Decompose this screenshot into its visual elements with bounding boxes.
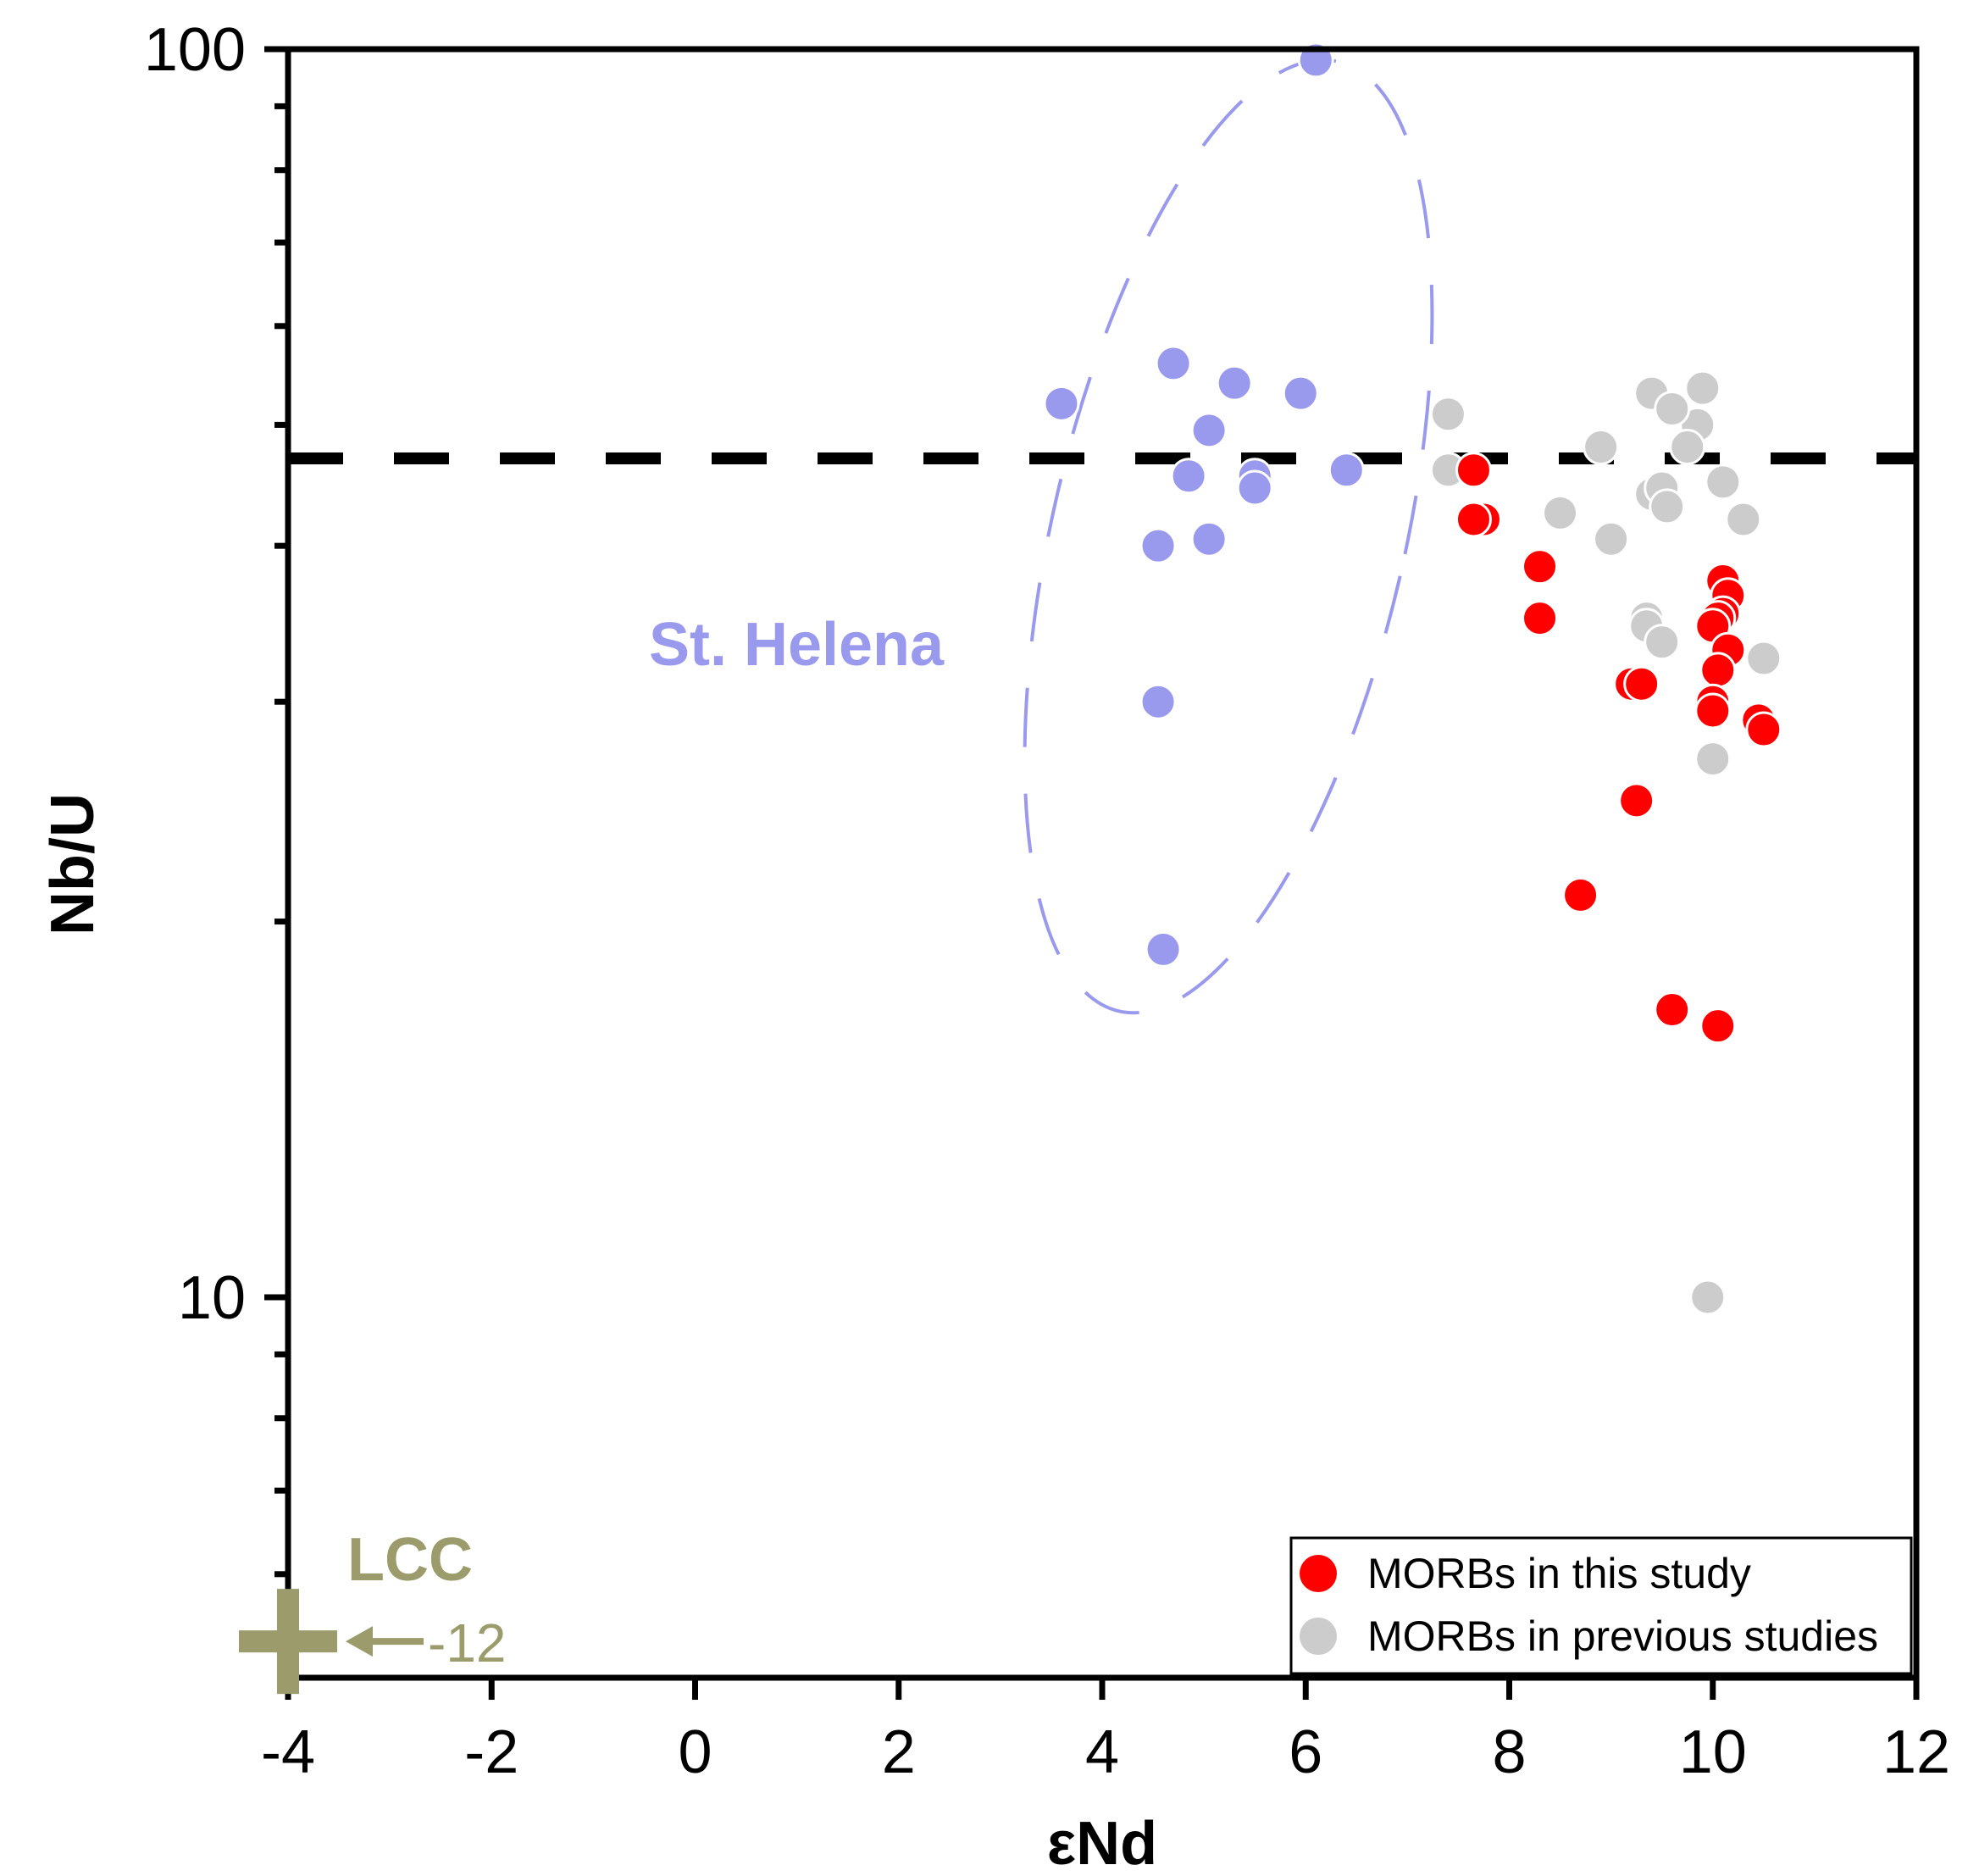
point-morbs-in-this-study	[1618, 782, 1655, 819]
point-morbs-in-previous-studies	[1649, 488, 1686, 525]
x-axis-title: εNd	[1047, 1810, 1157, 1876]
point-morbs-in-this-study	[1455, 452, 1492, 489]
point-st-helena	[1139, 683, 1177, 720]
point-st-helena	[1190, 412, 1228, 449]
point-morbs-in-previous-studies	[1705, 463, 1742, 501]
point-morbs-in-this-study	[1694, 692, 1732, 730]
point-morbs-in-this-study	[1745, 711, 1782, 748]
point-st-helena	[1236, 469, 1273, 507]
point-morbs-in-previous-studies	[1429, 396, 1466, 433]
y-tick-label: 10	[178, 1264, 246, 1332]
legend: MORBs in this study MORBs in previous stu…	[1289, 1536, 1913, 1675]
x-tick-label: -2	[464, 1718, 518, 1786]
point-morbs-in-previous-studies	[1542, 494, 1579, 531]
st-helena-label: St. Helena	[649, 611, 945, 679]
point-morbs-in-previous-studies	[1689, 1279, 1727, 1316]
point-morbs-in-this-study	[1654, 991, 1691, 1029]
point-morbs-in-this-study	[1699, 652, 1737, 689]
axis-ticks	[264, 46, 1920, 1700]
point-morbs-in-this-study	[1562, 876, 1599, 913]
lcc-label: LCC	[347, 1526, 473, 1594]
x-tick-label: 2	[882, 1718, 916, 1786]
y-tick-label: 100	[144, 16, 246, 84]
point-morbs-in-previous-studies	[1745, 640, 1782, 677]
point-st-helena	[1043, 385, 1080, 422]
data-points	[1043, 42, 1782, 1316]
point-st-helena	[1190, 520, 1228, 558]
point-st-helena	[1328, 452, 1365, 489]
x-tick-label: 10	[1679, 1718, 1747, 1786]
point-st-helena	[1155, 345, 1192, 382]
point-st-helena	[1139, 527, 1177, 564]
point-st-helena	[1170, 458, 1207, 495]
st-helena-ellipse	[1023, 58, 1434, 1015]
point-morbs-in-this-study	[1522, 600, 1559, 637]
x-tick-label: 6	[1289, 1718, 1322, 1786]
point-morbs-in-previous-studies	[1583, 429, 1620, 466]
point-morbs-in-previous-studies	[1654, 391, 1691, 428]
lcc-arrow-head	[346, 1626, 373, 1657]
x-tick-label: 12	[1882, 1718, 1950, 1786]
axis-labels: -4 -2 0 2 4 6 8 10 12 100 10 εNd Nb/U	[39, 16, 1950, 1876]
point-st-helena	[1216, 364, 1253, 402]
legend-label: MORBs in this study	[1367, 1550, 1751, 1597]
x-tick-label: 4	[1085, 1718, 1119, 1786]
point-morbs-in-previous-studies	[1684, 369, 1721, 407]
x-tick-label: 0	[678, 1718, 712, 1786]
legend-box	[1289, 1536, 1913, 1675]
point-morbs-in-this-study	[1699, 1007, 1737, 1045]
lcc-marker-horizontal	[239, 1630, 337, 1653]
annotations: St. Helena LCC -12	[239, 611, 945, 1695]
point-morbs-in-previous-studies	[1644, 624, 1681, 661]
plot-frame	[285, 46, 1920, 1681]
x-tick-label: -4	[261, 1718, 315, 1786]
lcc-value-label: -12	[428, 1612, 507, 1673]
point-morbs-in-this-study	[1455, 501, 1492, 538]
point-st-helena	[1145, 930, 1182, 968]
point-morbs-in-previous-studies	[1725, 501, 1762, 538]
point-morbs-in-this-study	[1522, 548, 1559, 586]
point-morbs-in-previous-studies	[1593, 520, 1630, 558]
y-axis-title: Nb/U	[39, 793, 107, 935]
legend-marker	[1300, 1555, 1337, 1592]
point-morbs-in-previous-studies	[1694, 741, 1732, 778]
point-morbs-in-this-study	[1623, 665, 1660, 702]
legend-label: MORBs in previous studies	[1367, 1612, 1878, 1660]
point-st-helena	[1282, 375, 1319, 412]
point-morbs-in-previous-studies	[1669, 429, 1706, 466]
x-tick-label: 8	[1492, 1718, 1526, 1786]
legend-marker	[1300, 1618, 1337, 1655]
plot-border	[285, 46, 1920, 1681]
st-helena-field	[1023, 58, 1434, 1015]
